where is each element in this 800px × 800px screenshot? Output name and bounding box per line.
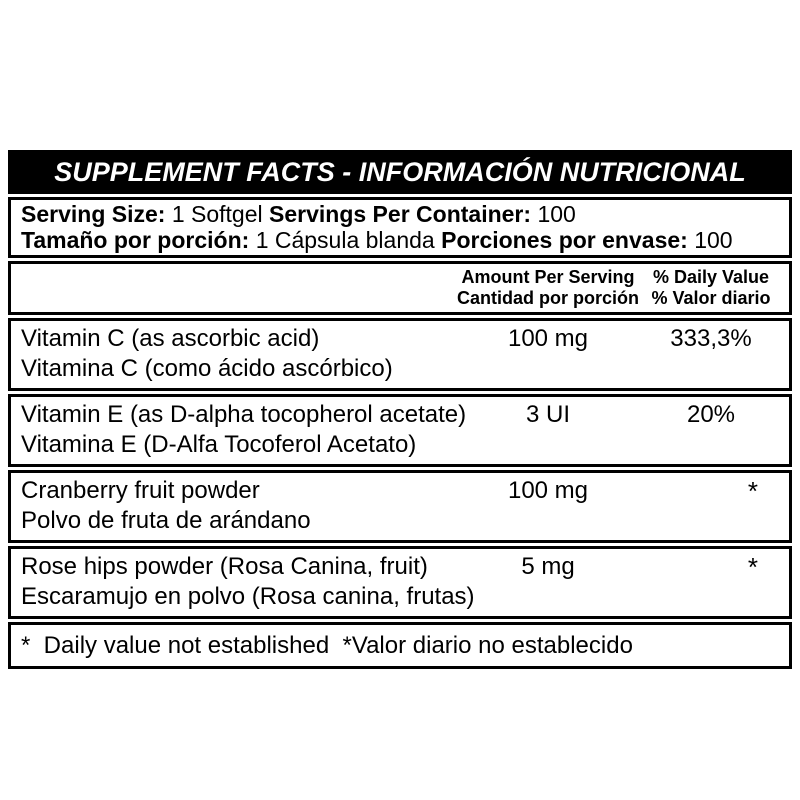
serving-line-en: Serving Size: 1 Softgel Servings Per Con…: [21, 201, 779, 227]
nutrient-row-vitamin-c: Vitamin C (as ascorbic acid) Vitamina C …: [8, 318, 792, 391]
nutrient-row-rose-hips: Rose hips powder (Rosa Canina, fruit) Es…: [8, 546, 792, 619]
nutrient-name-en: Vitamin E (as D-alpha tocopherol acetate…: [21, 401, 467, 428]
servings-per-container-label-en: Servings Per Container:: [269, 201, 532, 227]
servings-per-container-label-es: Porciones por envase:: [441, 227, 688, 253]
amount-header-es: Cantidad por porción: [457, 288, 639, 308]
column-headers-section: Amount Per Serving Cantidad por porción …: [8, 261, 792, 315]
nutrient-name-en: Vitamin C (as ascorbic acid): [21, 325, 320, 352]
nutrient-daily-value: *: [747, 552, 758, 582]
serving-size-value-es: 1 Cápsula blanda: [255, 227, 435, 253]
servings-per-container-value-en: 100: [537, 201, 576, 227]
nutrient-name-es: Polvo de fruta de arándano: [21, 507, 311, 534]
servings-per-container-value-es: 100: [694, 227, 733, 253]
nutrient-name-en: Cranberry fruit powder: [21, 477, 260, 504]
serving-size-label-es: Tamaño por porción:: [21, 227, 250, 253]
nutrient-row-vitamin-e: Vitamin E (as D-alpha tocopherol acetate…: [8, 394, 792, 467]
serving-line-es: Tamaño por porción: 1 Cápsula blanda Por…: [21, 227, 779, 253]
serving-size-label-en: Serving Size:: [21, 201, 166, 227]
nutrient-amount: 5 mg: [521, 553, 575, 580]
daily-value-header-es: % Valor diario: [651, 288, 771, 308]
panel-title: SUPPLEMENT FACTS - INFORMACIÓN NUTRICION…: [8, 150, 792, 194]
nutrient-amount: 100 mg: [507, 325, 589, 352]
amount-header-en: Amount Per Serving: [461, 267, 635, 287]
serving-size-value-en: 1 Softgel: [171, 201, 263, 227]
nutrient-amount: 100 mg: [507, 477, 589, 504]
nutrient-name-es: Escaramujo en polvo (Rosa canina, frutas…: [21, 583, 475, 610]
serving-info-section: Serving Size: 1 Softgel Servings Per Con…: [8, 197, 792, 258]
nutrient-amount: 3 UI: [525, 401, 570, 428]
daily-value-footnote: * Daily value not established *Valor dia…: [8, 622, 792, 669]
nutrient-name-es: Vitamina E (D-Alfa Tocoferol Acetato): [21, 431, 417, 458]
column-header-daily-value: % Daily Value % Valor diario: [636, 267, 786, 309]
nutrient-name-en: Rose hips powder (Rosa Canina, fruit): [21, 553, 428, 580]
nutrient-daily-value: *: [747, 476, 758, 506]
nutrient-row-cranberry: Cranberry fruit powder Polvo de fruta de…: [8, 470, 792, 543]
nutrient-daily-value: 333,3%: [670, 325, 752, 352]
supplement-facts-panel: SUPPLEMENT FACTS - INFORMACIÓN NUTRICION…: [8, 150, 792, 669]
nutrient-daily-value: 20%: [686, 401, 736, 428]
column-header-amount: Amount Per Serving Cantidad por porción: [443, 267, 653, 309]
nutrient-name-es: Vitamina C (como ácido ascórbico): [21, 355, 393, 382]
daily-value-header-en: % Daily Value: [652, 267, 770, 287]
